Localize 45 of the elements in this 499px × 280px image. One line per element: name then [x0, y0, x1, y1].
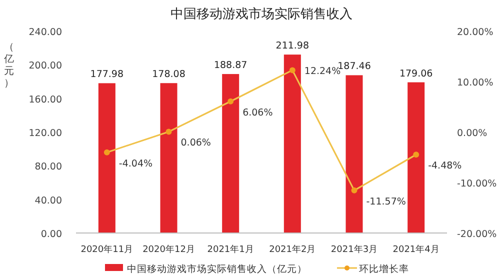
data-label: 6.06%	[242, 107, 273, 118]
x-tick-label: 2020年12月	[142, 244, 195, 255]
data-label: 211.98	[276, 40, 310, 52]
bar	[98, 83, 116, 233]
x-tick-label: 2021年1月	[207, 244, 254, 255]
data-label: 178.08	[152, 69, 186, 80]
data-label: 177.98	[90, 69, 124, 80]
point	[289, 67, 296, 74]
point	[104, 149, 110, 156]
y-tick-label: 160.00	[28, 94, 62, 106]
legend-label: 环比增长率	[359, 263, 409, 275]
legend-label: 中国移动游戏市场实际销售收入（亿元）	[127, 263, 307, 275]
y-tick-label: 40.00	[34, 195, 62, 206]
data-label: -4.48%	[428, 160, 462, 172]
point	[351, 187, 358, 194]
data-label: -4.04%	[118, 158, 153, 170]
x-tick-label: 2020年11月	[80, 244, 134, 255]
bar	[284, 54, 301, 233]
data-label: 0.06%	[180, 138, 211, 149]
x-tick-label: 2021年2月	[269, 244, 316, 255]
bar	[408, 82, 425, 233]
y2-tick-label: 0.00%	[457, 128, 488, 139]
y2-tick-label: -20.00%	[457, 229, 497, 240]
y2-tick-label: -10.00%	[457, 178, 497, 190]
x-tick-label: 2021年3月	[330, 244, 378, 255]
point	[228, 98, 234, 104]
y2-tick-label: 20.00%	[457, 27, 494, 38]
data-label: 188.87	[214, 60, 248, 72]
data-label: 12.24%	[304, 66, 341, 78]
y-tick-label: 0.00	[40, 229, 62, 240]
y-axis-title: （亿元）	[3, 42, 14, 89]
data-label: 179.06	[399, 68, 433, 80]
y-tick-label: 120.00	[28, 128, 62, 139]
bar	[160, 83, 178, 233]
y-tick-label: 200.00	[28, 60, 62, 72]
chart-title: 中国移动游戏市场实际销售收入	[170, 7, 352, 22]
y-tick-label: 240.00	[28, 27, 62, 38]
data-label: -11.57%	[366, 196, 406, 208]
point	[166, 128, 172, 135]
y-tick-label: 80.00	[34, 162, 62, 173]
bar	[222, 74, 240, 233]
bar	[346, 75, 363, 233]
point	[413, 152, 420, 158]
y2-tick-label: 10.00%	[457, 78, 494, 88]
x-tick-label: 2021年4月	[392, 244, 440, 255]
